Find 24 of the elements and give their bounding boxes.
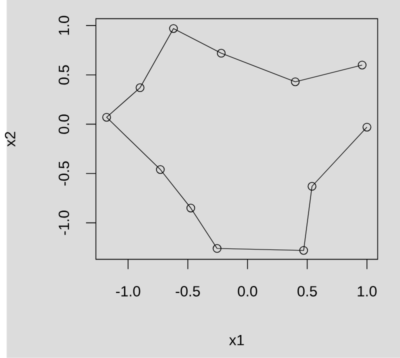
x-tick-label: 0.0 [238, 286, 258, 297]
point [156, 165, 165, 174]
point [186, 204, 196, 212]
point [299, 246, 308, 255]
x-tick-label: 1.0 [358, 286, 377, 297]
x-tick-label: 0.5 [298, 286, 317, 297]
y-tick-label: 1.0 [58, 16, 70, 35]
x-axis-title: x1 [229, 335, 244, 346]
y-tick-label: -1.0 [58, 210, 70, 235]
point [212, 244, 222, 253]
point [136, 83, 144, 92]
x-tick-label: -1.0 [116, 286, 140, 297]
point [169, 24, 178, 33]
y-tick-label: -0.5 [58, 161, 70, 186]
y-axis-title: x2 [4, 132, 16, 147]
point [216, 48, 226, 58]
point [358, 60, 366, 70]
point [102, 112, 111, 122]
point [362, 122, 372, 132]
point [290, 77, 300, 86]
x-tick-label: -0.5 [176, 286, 200, 297]
point [308, 182, 316, 191]
y-tick-label: 0.0 [58, 114, 70, 134]
y-tick-label: 0.5 [58, 65, 70, 85]
